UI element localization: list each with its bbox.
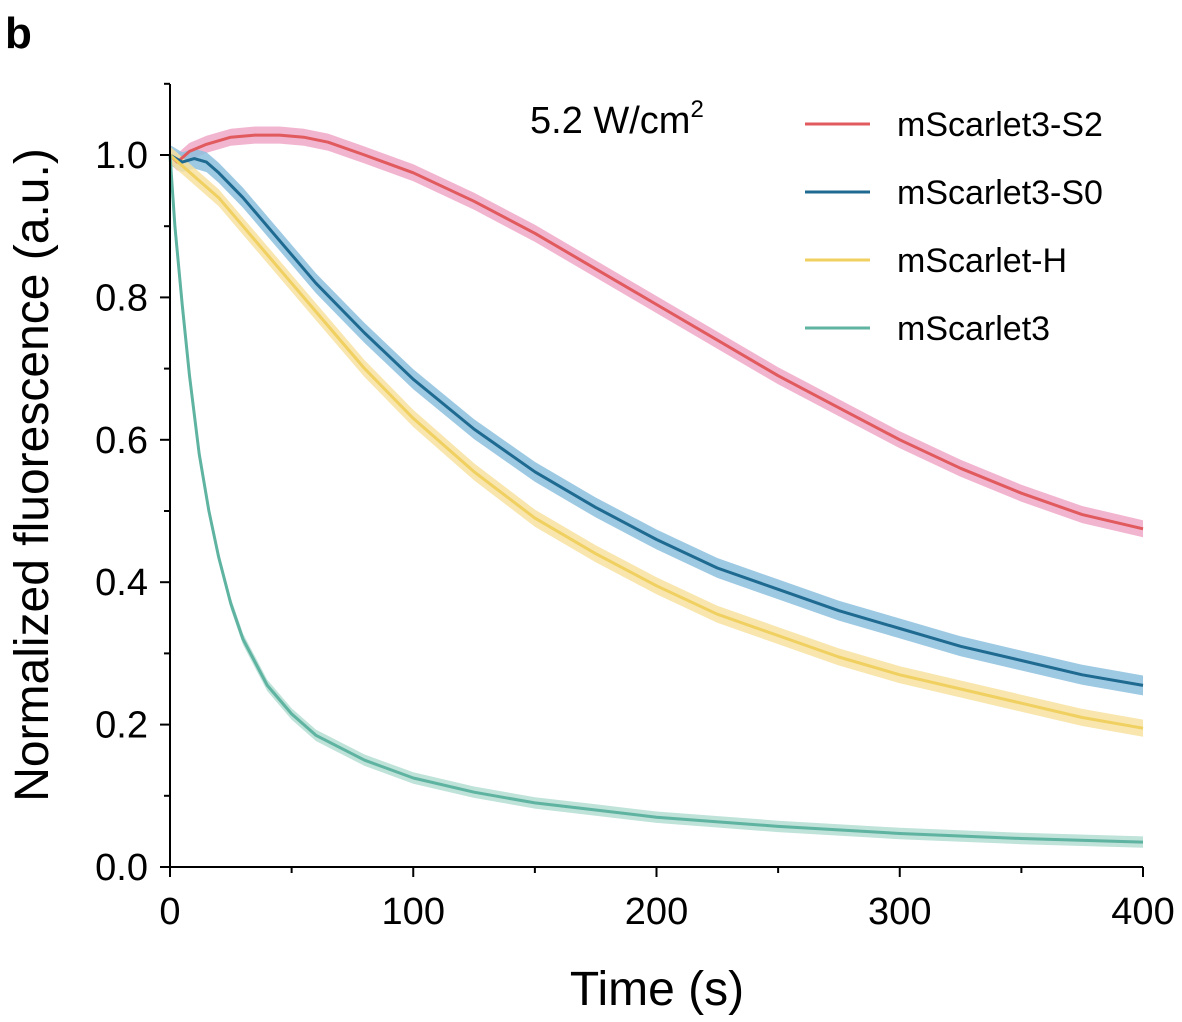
y-tick-label: 1.0 — [95, 135, 148, 177]
legend-label: mScarlet3 — [897, 310, 1050, 348]
x-tick-label: 400 — [1111, 891, 1174, 933]
x-tick-label: 200 — [625, 891, 688, 933]
legend: mScarlet3-S2 mScarlet3-S0 mScarlet-H mScarl… — [805, 106, 1103, 348]
y-tick-label: 0.4 — [95, 562, 148, 604]
x-axis-title: Time (s) — [570, 963, 744, 1016]
y-tick-label: 0.0 — [95, 847, 148, 889]
ticks: 0 100 200 300 400 0.0 0.2 0.4 0.6 0.8 1.0 — [95, 82, 1175, 933]
band-mScarlet3-S0 — [170, 145, 1143, 696]
panel-label: b — [5, 9, 32, 58]
legend-label: mScarlet3-S2 — [897, 106, 1103, 144]
y-tick-label: 0.2 — [95, 705, 148, 747]
line-mScarlet3-S0 — [169, 153, 1144, 687]
line-mScarlet3-S2 — [168, 133, 1144, 531]
band-mScarlet3-S2 — [170, 126, 1143, 538]
legend-label: mScarlet-H — [897, 242, 1067, 280]
irradiance-superscript: 2 — [690, 96, 703, 123]
y-axis-title: Normalized fluorescence (a.u.) — [6, 148, 59, 802]
irradiance-annotation: 5.2 W/cm2 — [530, 96, 704, 142]
y-tick-label: 0.8 — [95, 277, 148, 319]
x-tick-label: 100 — [382, 891, 445, 933]
legend-label: mScarlet3-S0 — [897, 174, 1103, 212]
x-tick-label: 0 — [159, 891, 180, 933]
confidence-bands — [170, 126, 1143, 848]
line-mScarlet3 — [168, 154, 1144, 844]
x-tick-label: 300 — [868, 891, 931, 933]
y-tick-label: 0.6 — [95, 420, 148, 462]
line-mScarlet-H — [169, 153, 1144, 730]
irradiance-value: 5.2 W/cm — [530, 100, 690, 142]
series-lines — [168, 133, 1144, 844]
